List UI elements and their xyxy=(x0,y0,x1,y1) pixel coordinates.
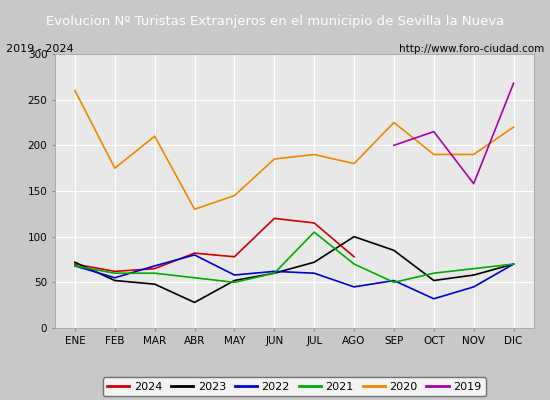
Text: 2019 - 2024: 2019 - 2024 xyxy=(6,44,73,54)
Text: http://www.foro-ciudad.com: http://www.foro-ciudad.com xyxy=(399,44,544,54)
Text: Evolucion Nº Turistas Extranjeros en el municipio de Sevilla la Nueva: Evolucion Nº Turistas Extranjeros en el … xyxy=(46,14,504,28)
Legend: 2024, 2023, 2022, 2021, 2020, 2019: 2024, 2023, 2022, 2021, 2020, 2019 xyxy=(103,377,486,396)
